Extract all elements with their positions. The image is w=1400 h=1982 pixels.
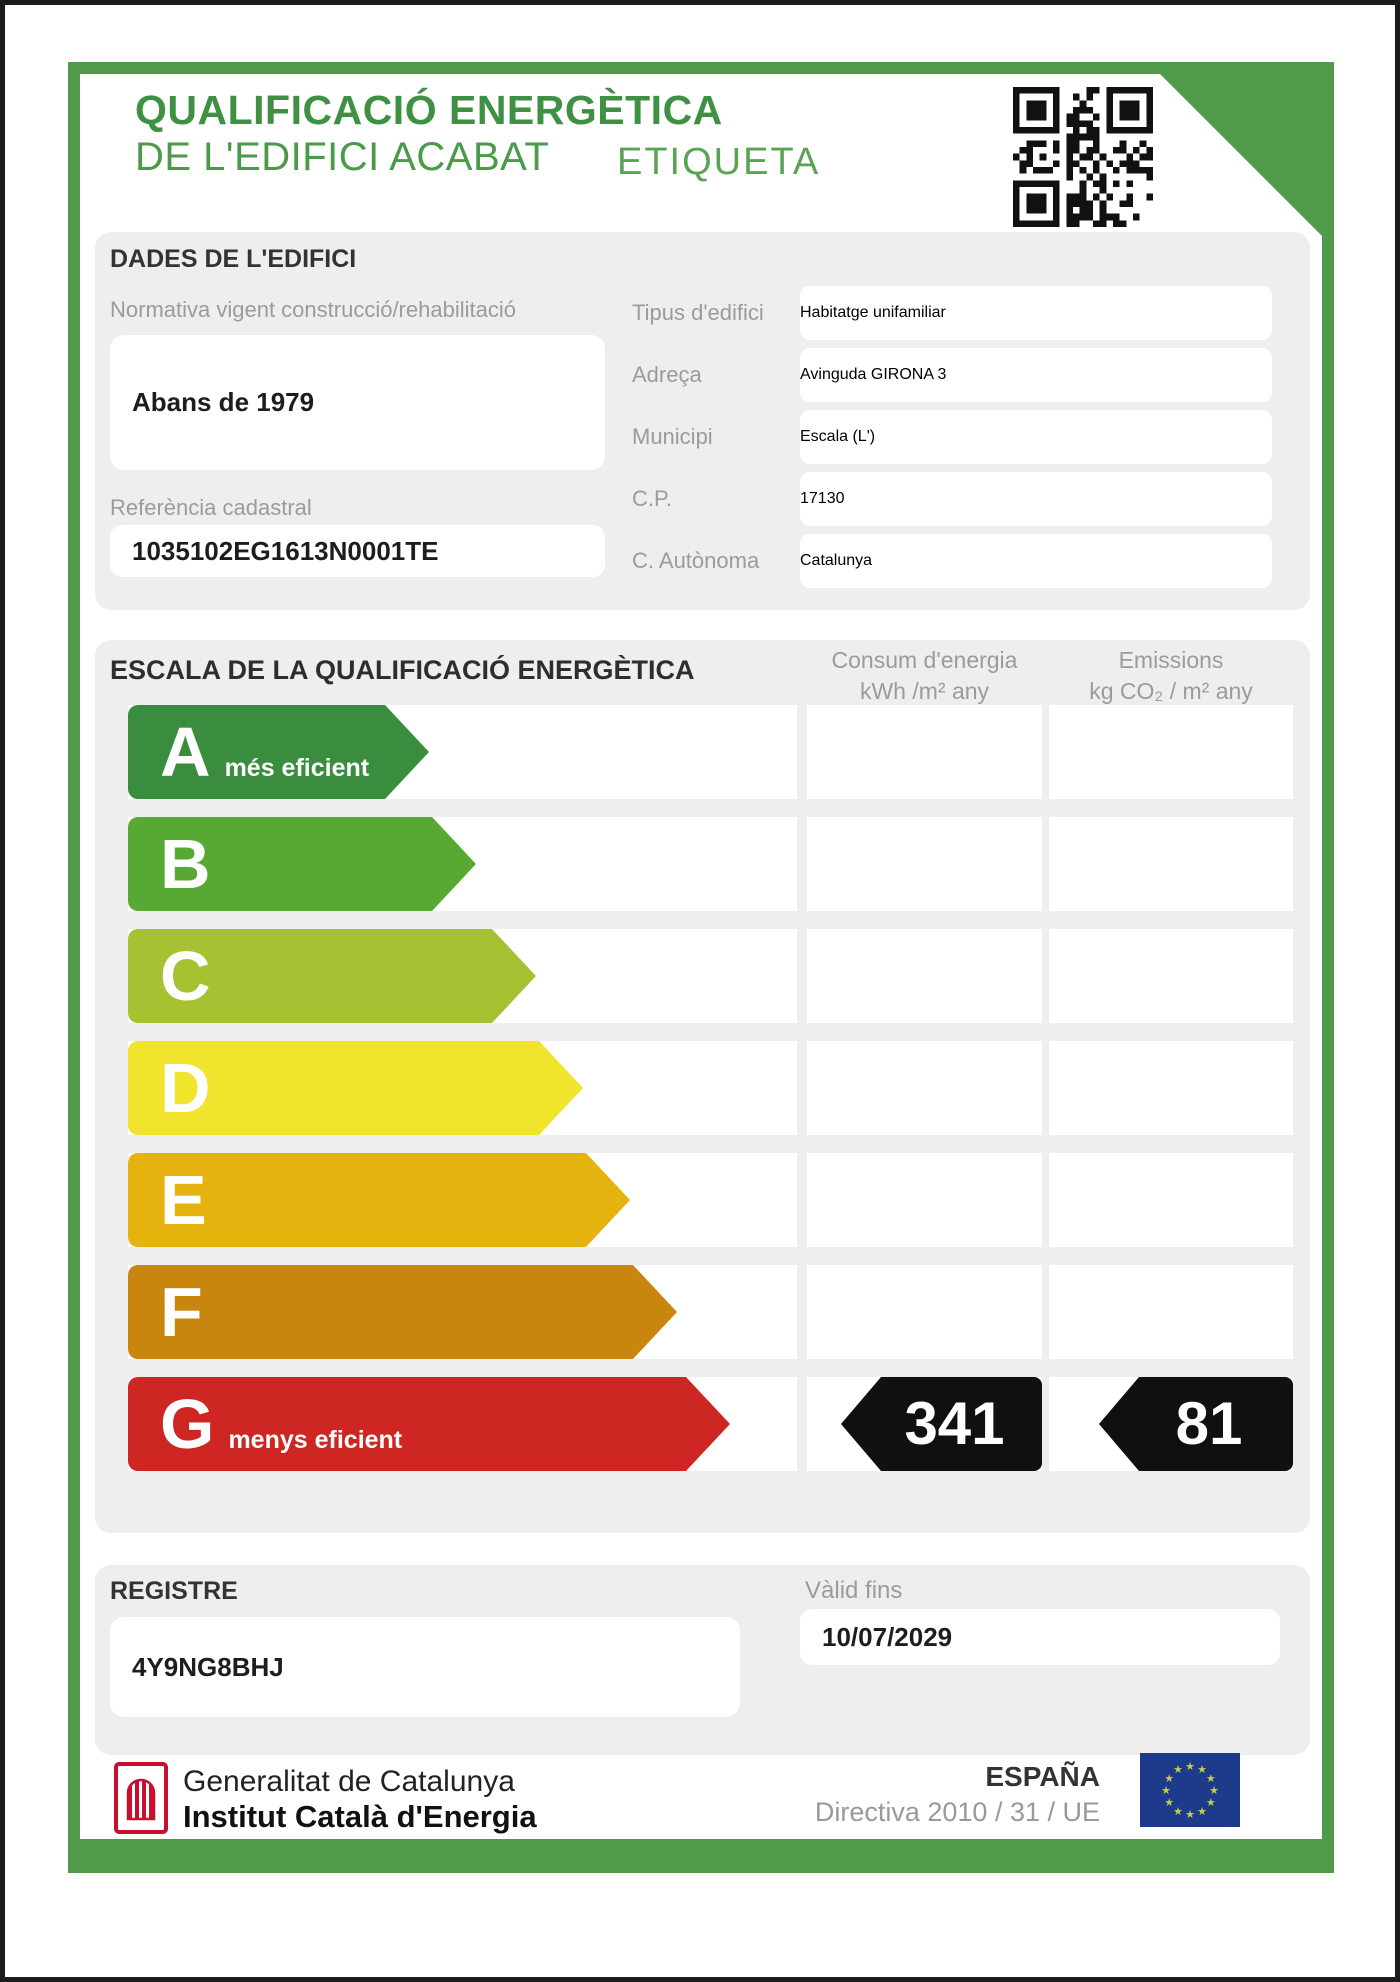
page-title-line1: QUALIFICACIÓ ENERGÈTICA — [135, 87, 723, 133]
building-field-label: C.P. — [632, 486, 672, 511]
corner-triangle-decoration — [1160, 74, 1322, 236]
consum-cell — [807, 1153, 1042, 1247]
emissions-header-line1: Emissions — [1118, 647, 1224, 673]
svg-text:★: ★ — [1185, 1760, 1195, 1773]
org-name-line2: Institut Català d'Energia — [183, 1799, 537, 1834]
scale-row-e: E — [5, 1153, 1395, 1247]
rating-arrow-f: F — [128, 1265, 677, 1359]
building-field-value: Catalunya — [800, 552, 873, 569]
emissions-header-line2: kg CO₂ / m² any — [1089, 678, 1253, 704]
rating-arrow-b: B — [128, 817, 476, 911]
valid-fins-field[interactable]: 10/07/2029 — [800, 1609, 1280, 1665]
svg-text:★: ★ — [1197, 1763, 1207, 1776]
building-field-value-box[interactable]: Catalunya — [800, 534, 1272, 588]
building-field-value: 17130 — [800, 490, 845, 507]
rating-letter: D — [160, 1049, 211, 1127]
directive-label: Directiva 2010 / 31 / UE — [814, 1797, 1100, 1827]
emissions-cell — [1049, 929, 1293, 1023]
emissions-cell — [1049, 1041, 1293, 1135]
etiqueta-label: ETIQUETA — [617, 141, 821, 183]
valid-fins-value: 10/07/2029 — [822, 1621, 953, 1652]
svg-text:★: ★ — [1173, 1763, 1183, 1776]
scale-row-b: B — [5, 817, 1395, 911]
eu-flag-icon: ★ ★★ ★★★ ★★★ ★★★ — [1140, 1753, 1240, 1827]
rating-letter: B — [160, 825, 211, 903]
valid-fins-label: Vàlid fins — [805, 1577, 903, 1604]
emissions-value-tag: 81 — [1099, 1377, 1293, 1471]
building-field-label: Adreça — [632, 362, 702, 387]
org-name-line1: Generalitat de Catalunya — [183, 1765, 515, 1798]
svg-text:★: ★ — [1185, 1808, 1195, 1821]
qr-code — [1013, 87, 1153, 227]
svg-text:★: ★ — [1173, 1805, 1183, 1818]
svg-text:★: ★ — [1164, 1772, 1174, 1785]
rating-note: menys eficient — [228, 1426, 403, 1454]
building-field-label: C. Autònoma — [632, 548, 760, 573]
normativa-value: Abans de 1979 — [132, 387, 315, 417]
emissions-cell — [1049, 817, 1293, 911]
country-label: ESPAÑA — [985, 1761, 1100, 1792]
scale-section-title: ESCALA DE LA QUALIFICACIÓ ENERGÈTICA — [110, 655, 695, 685]
consum-cell — [807, 1041, 1042, 1135]
emissions-column-header: Emissions kg CO₂ / m² any — [1049, 645, 1293, 707]
consum-cell — [807, 929, 1042, 1023]
emissions-cell — [1049, 1265, 1293, 1359]
building-field-value: Habitatge unifamiliar — [800, 304, 946, 321]
referencia-value: 1035102EG1613N0001TE — [132, 535, 439, 566]
referencia-field[interactable]: 1035102EG1613N0001TE — [110, 525, 605, 577]
registre-section-title: REGISTRE — [110, 1577, 238, 1605]
referencia-label: Referència cadastral — [110, 495, 312, 520]
registre-value: 4Y9NG8BHJ — [132, 1651, 284, 1682]
emissions-cell — [1049, 1153, 1293, 1247]
svg-text:★: ★ — [1206, 1796, 1216, 1809]
building-field-value-box[interactable]: 17130 — [800, 472, 1272, 526]
consum-cell — [807, 705, 1042, 799]
rating-arrow-c: C — [128, 929, 536, 1023]
svg-text:★: ★ — [1206, 1772, 1216, 1785]
svg-text:★: ★ — [1164, 1796, 1174, 1809]
building-field-value-box[interactable]: Habitatge unifamiliar — [800, 286, 1272, 340]
scale-row-d: D — [5, 1041, 1395, 1135]
building-field-value-box[interactable]: Escala (L') — [800, 410, 1272, 464]
consum-header-line2: kWh /m² any — [859, 678, 990, 704]
rating-arrow-e: E — [128, 1153, 630, 1247]
generalitat-logo-icon — [114, 1762, 168, 1834]
scale-row-c: C — [5, 929, 1395, 1023]
consum-cell — [807, 1265, 1042, 1359]
rating-letter: G — [160, 1385, 215, 1463]
normativa-label: Normativa vigent construcció/rehabilitac… — [110, 297, 516, 322]
rating-letter: E — [160, 1161, 207, 1239]
building-field-value: Escala (L') — [800, 428, 876, 445]
rating-letter: F — [160, 1273, 203, 1351]
building-field-label: Tipus d'edifici — [632, 300, 764, 325]
emissions-cell — [1049, 705, 1293, 799]
building-field-value: Avinguda GIRONA 3 — [800, 366, 947, 383]
svg-text:★: ★ — [1161, 1784, 1171, 1797]
normativa-field[interactable]: Abans de 1979 — [110, 335, 605, 470]
consum-value-tag: 341 — [841, 1377, 1042, 1471]
rating-note: més eficient — [224, 754, 370, 782]
building-field-label: Municipi — [632, 424, 713, 449]
rating-letter: C — [160, 937, 211, 1015]
svg-text:★: ★ — [1197, 1805, 1207, 1818]
rating-arrow-d: D — [128, 1041, 583, 1135]
building-section-title: DADES DE L'EDIFICI — [110, 245, 357, 273]
page-title-line2: DE L'EDIFICI ACABAT — [135, 135, 550, 179]
consum-cell — [807, 817, 1042, 911]
scale-row-f: F — [5, 1265, 1395, 1359]
consum-header-line1: Consum d'energia — [831, 647, 1018, 673]
building-field-value-box[interactable]: Avinguda GIRONA 3 — [800, 348, 1272, 402]
svg-text:★: ★ — [1209, 1784, 1219, 1797]
registre-field[interactable]: 4Y9NG8BHJ — [110, 1617, 740, 1717]
consum-column-header: Consum d'energia kWh /m² any — [807, 645, 1042, 707]
rating-letter: A — [160, 713, 211, 791]
